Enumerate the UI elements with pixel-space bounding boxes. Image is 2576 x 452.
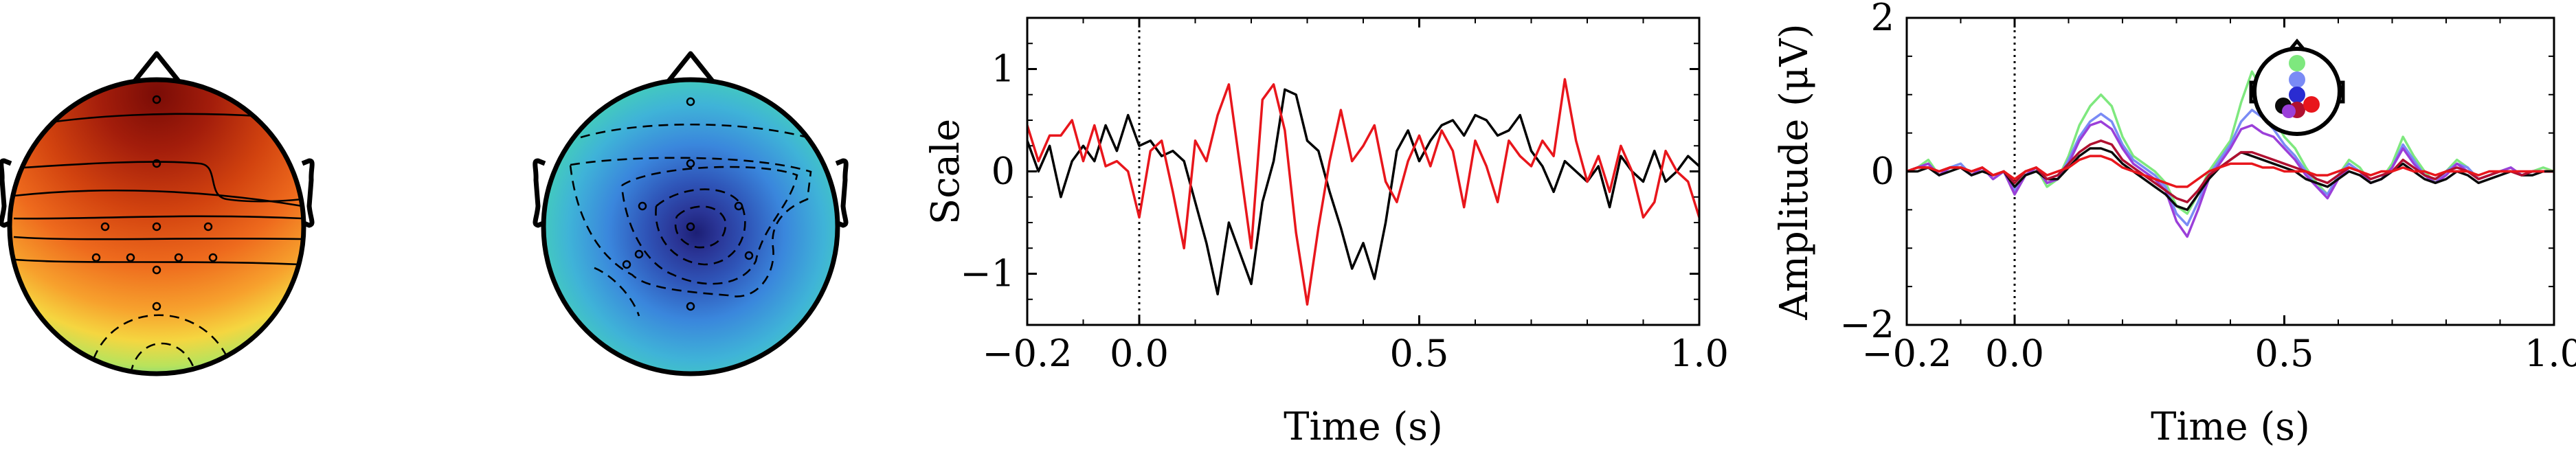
sensor-inset-ear-left xyxy=(2249,80,2255,104)
sensor xyxy=(152,95,161,104)
chart-amplitude-yticks: −2 0 2 xyxy=(1839,0,2554,346)
chart-amplitude-xticks: −0.2 0.0 0.5 1.0 xyxy=(1861,18,2576,375)
sensor xyxy=(686,302,695,311)
topomap-2-sensors xyxy=(622,97,754,311)
topomap-2-contour xyxy=(620,166,798,285)
sensor xyxy=(208,253,218,262)
sensor xyxy=(686,222,695,231)
sensor xyxy=(174,253,183,262)
series-line xyxy=(1907,155,2554,188)
x-tick-label: 0.0 xyxy=(1110,332,1169,375)
sensor-inset-dot-red xyxy=(2303,96,2320,113)
topomap-2-contour xyxy=(655,188,746,266)
series-line xyxy=(1027,78,1699,306)
sensor xyxy=(91,253,101,262)
topomap-1-ear-right xyxy=(301,158,315,228)
topomap-1-nose xyxy=(133,51,181,83)
sensor xyxy=(744,251,754,260)
series-line xyxy=(1907,120,2554,238)
sensor xyxy=(203,222,213,231)
x-tick-label: −0.2 xyxy=(1861,332,1951,375)
x-tick-label: 0.5 xyxy=(2255,332,2314,375)
sensor-inset-dot-lightblue xyxy=(2289,71,2305,88)
chart-scale-xticks: −0.2 0.0 0.5 1.0 xyxy=(982,18,1729,375)
x-tick-label: 1.0 xyxy=(2524,332,2576,375)
topomap-1-contour xyxy=(13,161,303,203)
topomap-1-head xyxy=(7,77,306,376)
topomap-2-contour xyxy=(594,267,640,317)
sensor xyxy=(622,260,631,269)
sensor xyxy=(686,159,695,168)
y-tick-label: −1 xyxy=(960,252,1015,295)
topomap-1 xyxy=(0,51,315,376)
chart-amplitude: −0.2 0.0 0.5 1.0 −2 0 2 Time (s) Amplitude (μ… xyxy=(1772,0,2576,449)
chart-scale: −0.2 0.0 0.5 1.0 −1 0 1 Time (s) Scale xyxy=(923,16,1729,449)
sensor xyxy=(152,265,161,275)
chart-amplitude-series xyxy=(1907,70,2554,238)
sensor xyxy=(152,222,161,231)
series-line xyxy=(1027,88,1699,296)
sensor-inset-dot-blue xyxy=(2289,87,2305,103)
sensor xyxy=(686,97,695,106)
y-tick-label: 0 xyxy=(992,150,1015,193)
chart-scale-ylabel: Scale xyxy=(923,119,968,225)
chart-scale-yticks: −1 0 1 xyxy=(960,17,1699,326)
y-tick-label: −2 xyxy=(1839,303,1894,346)
topomap-2-contour xyxy=(569,157,812,297)
y-tick-label: 1 xyxy=(992,47,1015,91)
topomap-1-contours xyxy=(13,113,303,374)
topomap-1-ear-left xyxy=(0,158,12,228)
chart-scale-xlabel: Time (s) xyxy=(1284,405,1443,449)
sensor xyxy=(152,302,161,311)
topomap-1-sensors xyxy=(91,95,218,311)
topomap-2-nose xyxy=(667,51,715,83)
sensor-inset xyxy=(2249,38,2345,136)
chart-amplitude-ylabel: Amplitude (μV) xyxy=(1772,23,1817,320)
sensor xyxy=(734,201,743,211)
y-tick-label: 0 xyxy=(1871,150,1894,193)
sensor xyxy=(152,159,161,168)
y-tick-label: 2 xyxy=(1871,0,1894,39)
topomap-2-contour xyxy=(580,124,808,139)
topomap-1-field xyxy=(10,80,304,374)
sensor-inset-dot-purple xyxy=(2282,104,2296,118)
topomap-2-head xyxy=(541,77,840,376)
topomap-1-contour xyxy=(129,342,197,374)
sensor xyxy=(126,253,135,262)
sensor-inset-dot-green xyxy=(2289,55,2305,71)
topomap-1-contour xyxy=(88,314,235,374)
chart-amplitude-xlabel: Time (s) xyxy=(2151,405,2310,449)
chart-scale-series xyxy=(1027,78,1699,306)
sensor xyxy=(100,222,110,231)
topomap-1-contour xyxy=(13,189,303,207)
sensor-inset-ear-right xyxy=(2339,80,2345,104)
x-tick-label: 0.0 xyxy=(1985,332,2044,375)
topomap-1-contour xyxy=(13,236,303,240)
topomap-2-ear-right xyxy=(835,158,849,228)
x-tick-label: −0.2 xyxy=(982,332,1072,375)
topomap-2-ear-left xyxy=(533,158,546,228)
sensor xyxy=(634,249,644,259)
sensor xyxy=(638,201,647,211)
topomap-1-contour xyxy=(14,258,302,266)
topomap-2-field xyxy=(544,80,838,374)
sensor-inset-nose xyxy=(2289,38,2305,51)
x-tick-label: 1.0 xyxy=(1670,332,1729,375)
topomap-2 xyxy=(533,51,849,376)
topomap-1-contour xyxy=(13,215,303,220)
x-tick-label: 0.5 xyxy=(1390,332,1449,375)
series-line xyxy=(1907,147,2554,212)
